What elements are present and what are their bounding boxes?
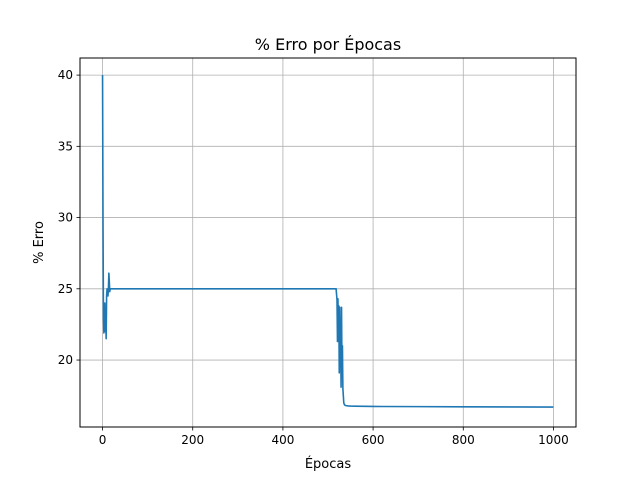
y-tick-label: 20 [58,353,73,367]
ticks-layer: 0 200 400 600 800 1000 20 25 30 35 40 [58,68,569,447]
series-line [101,75,554,408]
x-tick-label: 0 [99,433,107,447]
x-tick-label: 800 [452,433,475,447]
x-tick-label: 200 [181,433,204,447]
x-tick-label: 600 [362,433,385,447]
x-tick-label: 1000 [538,433,569,447]
y-tick-label: 25 [58,282,73,296]
chart-title: % Erro por Épocas [255,35,401,54]
y-axis-label: % Erro [32,221,47,264]
x-axis-label: Épocas [305,456,352,472]
series-layer [101,75,554,408]
plot-frame [79,57,577,428]
y-tick-label: 30 [58,211,73,225]
grid-layer [80,58,576,427]
y-tick-label: 40 [58,68,73,82]
y-tick-label: 35 [58,139,73,153]
x-tick-label: 400 [271,433,294,447]
